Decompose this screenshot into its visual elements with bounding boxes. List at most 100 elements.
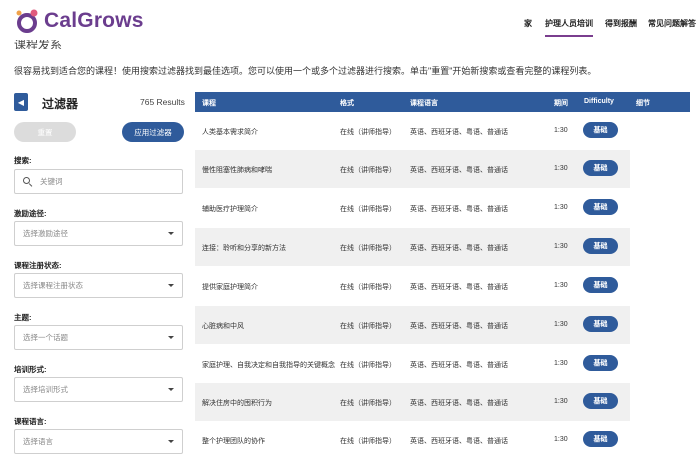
course-format: 在线（讲师指导）: [340, 129, 396, 136]
course-language: 英语、西班牙语、粤语、普通话: [410, 323, 508, 330]
search-icon: [23, 177, 33, 188]
topic-select[interactable]: 选择一个话题: [14, 325, 183, 350]
table-row[interactable]: 家庭护理、自我决定和自我指导的关键概念 在线（讲师指导） 英语、西班牙语、粤语、…: [195, 345, 630, 383]
results-count: 765 Results: [140, 97, 185, 107]
nav-caregiver-training[interactable]: 护理人员培训: [545, 18, 593, 37]
difficulty-badge: 基础: [583, 160, 618, 176]
col-course[interactable]: 课程: [202, 100, 216, 107]
course-language: 英语、西班牙语、粤语、普通话: [410, 438, 508, 445]
course-language: 英语、西班牙语、粤语、普通话: [410, 284, 508, 291]
course-language: 英语、西班牙语、粤语、普通话: [410, 129, 508, 136]
site-header: CalGrows 家 护理人员培训 得到报酬 常见问题解答: [0, 0, 700, 42]
table-row[interactable]: 辅助医疗护理简介 在线（讲师指导） 英语、西班牙语、粤语、普通话 1:30 基础: [195, 189, 630, 227]
table-row[interactable]: 连接：聆听和分享的新方法 在线（讲师指导） 英语、西班牙语、粤语、普通话 1:3…: [195, 228, 630, 266]
enroll-status-label: 课程注册状态:: [14, 261, 62, 270]
table-row[interactable]: 心脏病和中风 在线（讲师指导） 英语、西班牙语、粤语、普通话 1:30 基础: [195, 306, 630, 344]
format-label: 培训形式:: [14, 365, 47, 374]
caret-down-icon: [168, 232, 174, 235]
enroll-status-select[interactable]: 选择课程注册状态: [14, 273, 183, 298]
course-format: 在线（讲师指导）: [340, 284, 396, 291]
col-difficulty[interactable]: Difficulty: [584, 98, 614, 105]
course-format: 在线（讲师指导）: [340, 400, 396, 407]
difficulty-badge: 基础: [583, 355, 618, 371]
course-format: 在线（讲师指导）: [340, 362, 396, 369]
col-duration[interactable]: 期间: [554, 100, 568, 107]
language-select[interactable]: 选择语言: [14, 429, 183, 454]
course-name[interactable]: 提供家庭护理简介: [202, 284, 258, 291]
course-format: 在线（讲师指导）: [340, 206, 396, 213]
table-row[interactable]: 提供家庭护理简介 在线（讲师指导） 英语、西班牙语、粤语、普通话 1:30 基础: [195, 267, 630, 305]
difficulty-badge: 基础: [583, 122, 618, 138]
col-details[interactable]: 细节: [636, 100, 650, 107]
incentive-value: 选择激励途径: [23, 229, 68, 238]
search-input[interactable]: 关键词: [14, 169, 183, 194]
course-duration: 1:30: [554, 243, 568, 250]
reset-button[interactable]: 重置: [14, 122, 76, 142]
course-duration: 1:30: [554, 436, 568, 443]
course-duration: 1:30: [554, 282, 568, 289]
table-row[interactable]: 人类基本需求简介 在线（讲师指导） 英语、西班牙语、粤语、普通话 1:30 基础: [195, 112, 630, 150]
format-value: 选择培训形式: [23, 385, 68, 394]
course-format: 在线（讲师指导）: [340, 167, 396, 174]
incentive-select[interactable]: 选择激励途径: [14, 221, 183, 246]
difficulty-badge: 基础: [583, 316, 618, 332]
course-language: 英语、西班牙语、粤语、普通话: [410, 206, 508, 213]
difficulty-badge: 基础: [583, 277, 618, 293]
nav-get-paid[interactable]: 得到报酬: [605, 19, 637, 28]
format-select[interactable]: 选择培训形式: [14, 377, 183, 402]
course-name[interactable]: 解决住房中的囤积行为: [202, 400, 272, 407]
course-name[interactable]: 慢性阻塞性肺病和哮喘: [202, 167, 272, 174]
caret-down-icon: [168, 336, 174, 339]
topic-label: 主题:: [14, 313, 32, 322]
course-duration: 1:30: [554, 165, 568, 172]
course-name[interactable]: 辅助医疗护理简介: [202, 206, 258, 213]
course-duration: 1:30: [554, 360, 568, 367]
brand-name: CalGrows: [44, 9, 144, 32]
course-name[interactable]: 家庭护理、自我决定和自我指导的关键概念: [202, 362, 335, 369]
caret-down-icon: [168, 440, 174, 443]
course-name[interactable]: 连接：聆听和分享的新方法: [202, 245, 286, 252]
course-name[interactable]: 人类基本需求简介: [202, 129, 258, 136]
page-title: 课程发系: [14, 40, 63, 49]
course-duration: 1:30: [554, 398, 568, 405]
enroll-status-value: 选择课程注册状态: [23, 281, 83, 290]
nav-faq[interactable]: 常见问题解答: [648, 19, 696, 28]
nav-home[interactable]: 家: [524, 19, 532, 28]
apply-filters-button[interactable]: 应用过滤器: [122, 122, 184, 142]
col-format[interactable]: 格式: [340, 100, 354, 107]
course-language: 英语、西班牙语、粤语、普通话: [410, 245, 508, 252]
topic-value: 选择一个话题: [23, 333, 68, 342]
language-label: 课程语言:: [14, 417, 47, 426]
language-value: 选择语言: [23, 437, 53, 446]
course-language: 英语、西班牙语、粤语、普通话: [410, 400, 508, 407]
course-language: 英语、西班牙语、粤语、普通话: [410, 362, 508, 369]
calgrows-logo[interactable]: CalGrows: [14, 8, 144, 34]
table-row[interactable]: 慢性阻塞性肺病和哮喘 在线（讲师指导） 英语、西班牙语、粤语、普通话 1:30 …: [195, 150, 630, 188]
difficulty-badge: 基础: [583, 199, 618, 215]
incentive-label: 激励途径:: [14, 209, 47, 218]
search-placeholder: 关键词: [40, 177, 63, 186]
difficulty-badge: 基础: [583, 393, 618, 409]
course-language: 英语、西班牙语、粤语、普通话: [410, 167, 508, 174]
search-label: 搜索:: [14, 156, 32, 165]
logo-mark-icon: [14, 8, 42, 34]
course-duration: 1:30: [554, 127, 568, 134]
caret-down-icon: [168, 388, 174, 391]
caret-down-icon: [168, 284, 174, 287]
intro-text: 很容易找到适合您的课程！使用搜索过滤器找到最佳选项。您可以使用一个或多个过滤器进…: [14, 66, 597, 76]
chevron-left-icon: ◀: [17, 97, 25, 107]
collapse-filters-button[interactable]: ◀: [14, 93, 28, 111]
course-format: 在线（讲师指导）: [340, 438, 396, 445]
course-format: 在线（讲师指导）: [340, 245, 396, 252]
col-language[interactable]: 课程语言: [410, 100, 438, 107]
course-name[interactable]: 整个护理团队的协作: [202, 438, 265, 445]
filters-title: 过滤器: [42, 97, 79, 111]
table-row[interactable]: 整个护理团队的协作 在线（讲师指导） 英语、西班牙语、粤语、普通话 1:30 基…: [195, 421, 630, 459]
course-duration: 1:30: [554, 321, 568, 328]
course-duration: 1:30: [554, 204, 568, 211]
course-format: 在线（讲师指导）: [340, 323, 396, 330]
course-table-header: 课程 格式 课程语言 期间 Difficulty 细节: [195, 92, 690, 112]
course-name[interactable]: 心脏病和中风: [202, 323, 244, 330]
difficulty-badge: 基础: [583, 431, 618, 447]
table-row[interactable]: 解决住房中的囤积行为 在线（讲师指导） 英语、西班牙语、粤语、普通话 1:30 …: [195, 383, 630, 421]
